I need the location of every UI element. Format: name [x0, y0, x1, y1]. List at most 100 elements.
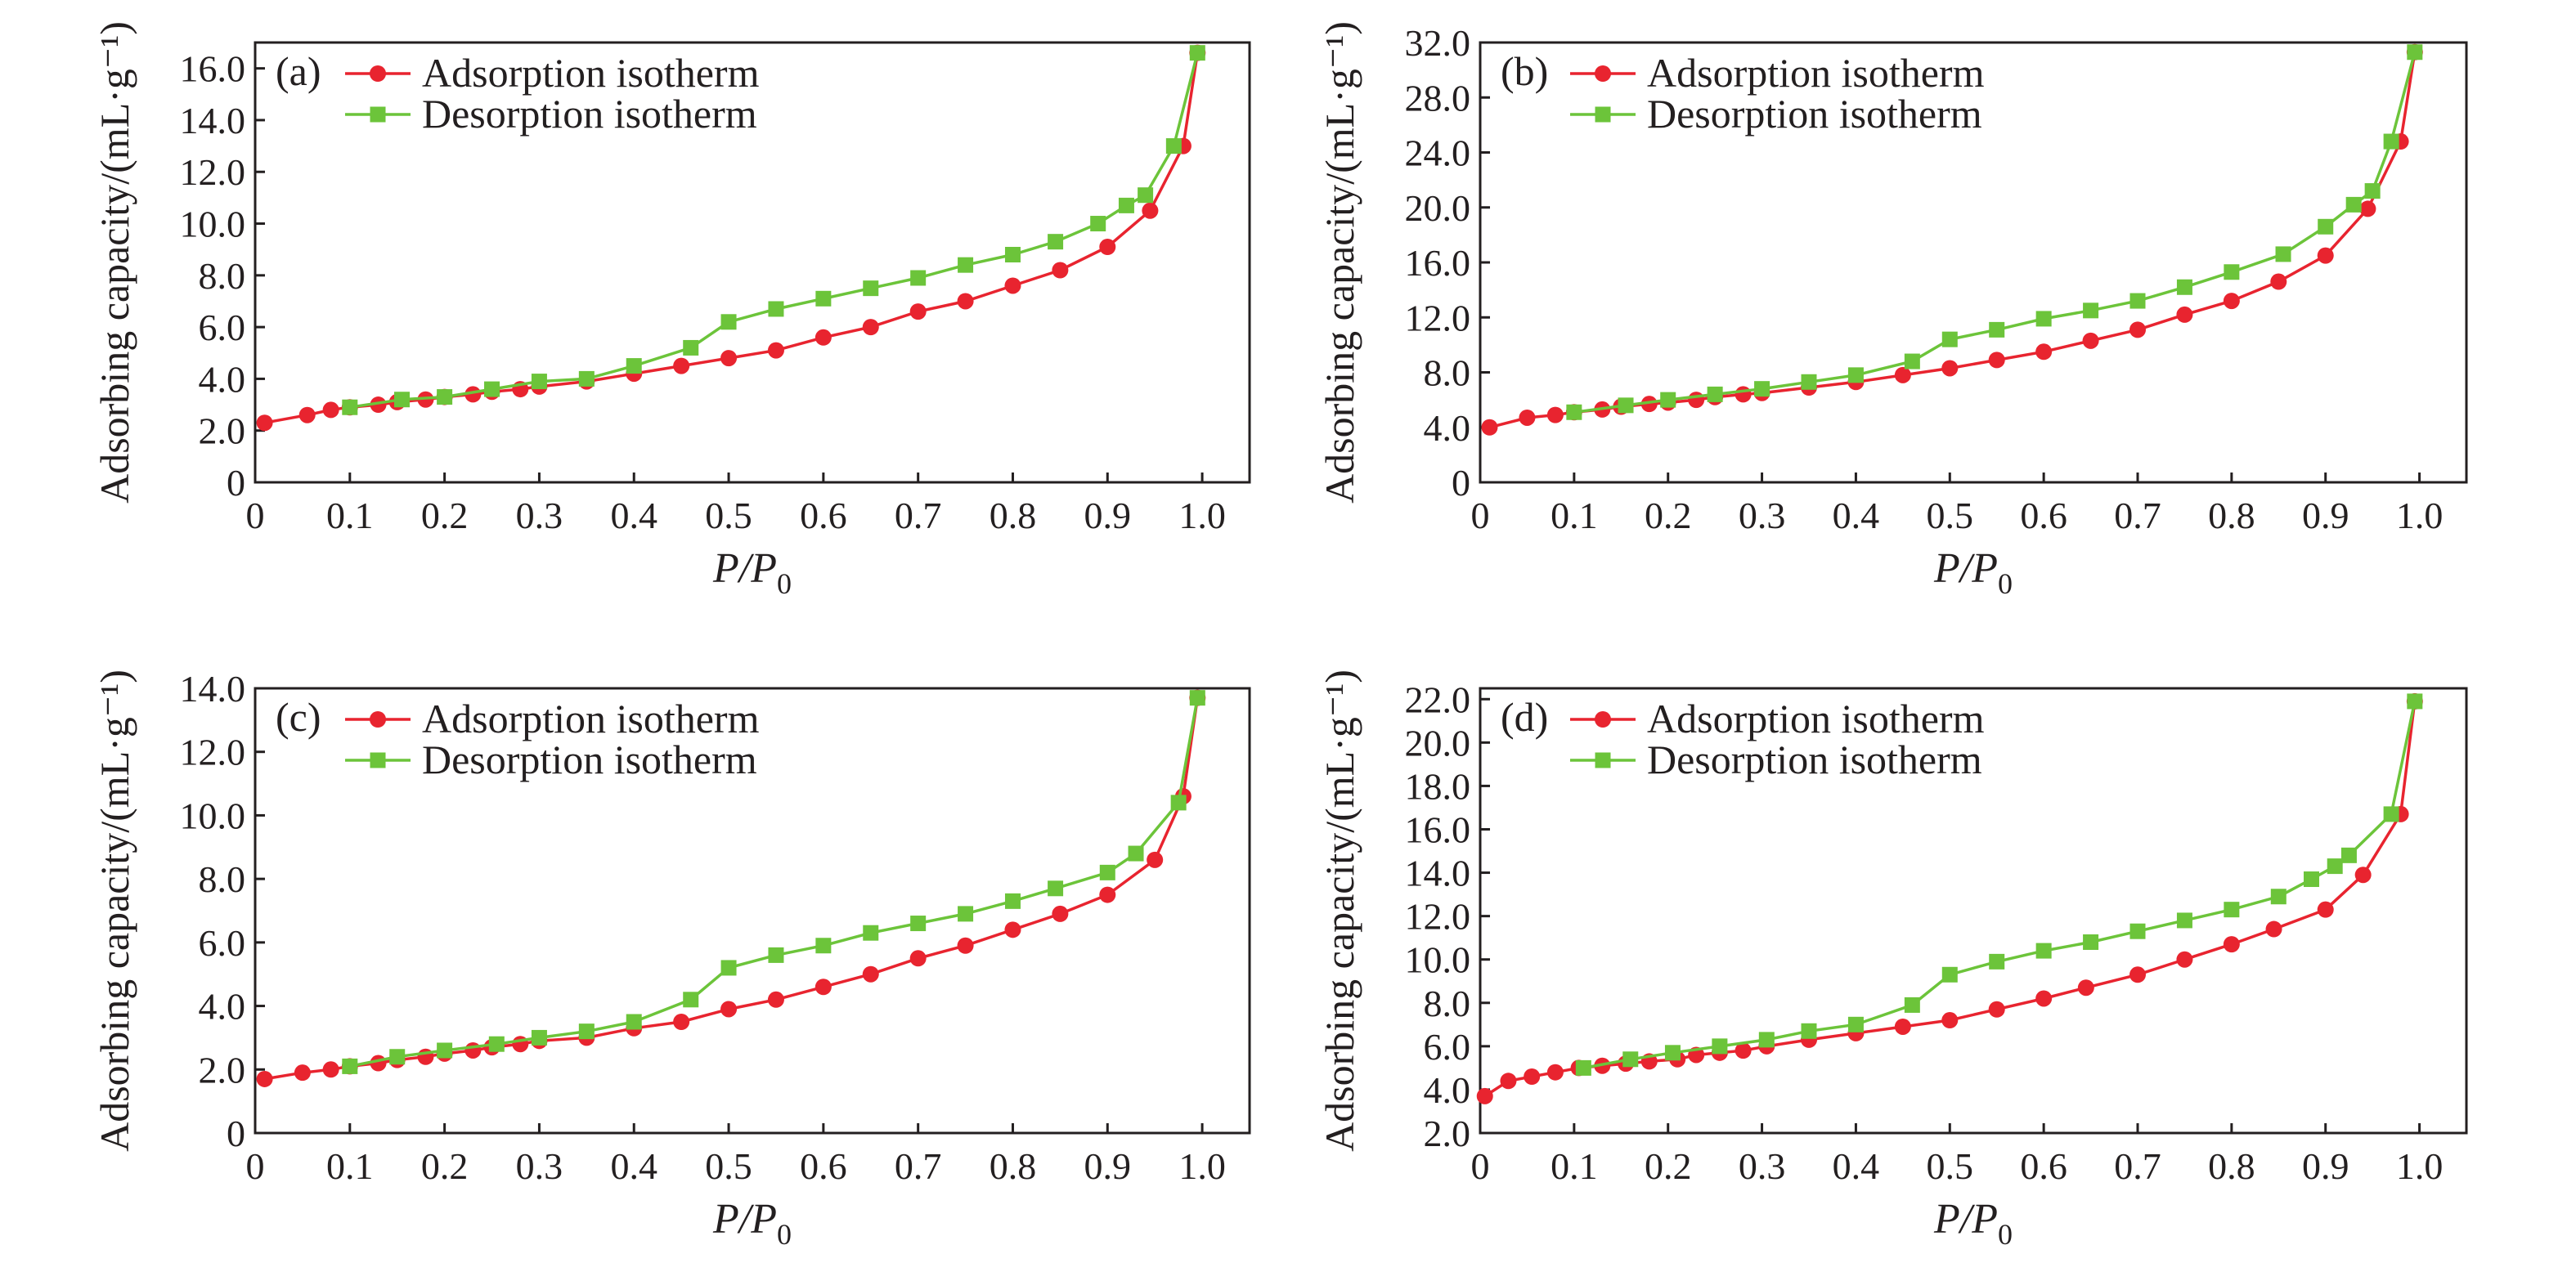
panel-d-desorption-point: [1622, 1051, 1639, 1068]
panel-b-legend-desorption-label: Desorption isotherm: [1647, 91, 1982, 137]
panel-b-y-tick-label: 12.0: [1405, 297, 1471, 338]
panel-b-adsorption-point: [2035, 343, 2053, 361]
panel-d-adsorption-point: [2176, 951, 2193, 968]
panel-b-y-axis-label: Adsorbing capacity/(mL·g⁻¹): [1317, 21, 1362, 504]
panel-d-x-tick-label: 1.0: [2396, 1145, 2444, 1187]
panel-c-desorption-point: [488, 1036, 505, 1052]
panel-c-x-axis-label: P/P0: [712, 1196, 792, 1251]
panel-d-y-tick-label: 8.0: [1424, 983, 1471, 1024]
panel-c-adsorption-point: [1099, 886, 1116, 903]
panel-a-legend-desorption-label: Desorption isotherm: [422, 91, 757, 137]
panel-c-y-tick-label: 4.0: [199, 986, 246, 1028]
panel-b-desorption-point: [2035, 311, 2052, 327]
panel-a-desorption-point: [863, 280, 879, 297]
panel-a-desorption-point: [910, 270, 927, 286]
panel-b-legend-desorption-marker: [1595, 106, 1611, 123]
panel-b-desorption-point: [1941, 331, 1958, 347]
panel-d: 0 0.1 0.2 0.3 0.4 0.5 0.6 0.7 0.8 0.9 1.0 2.04.06.0…: [1317, 670, 2468, 1251]
panel-d-desorption-point: [2035, 943, 2052, 959]
panel-a-adsorption-point: [1052, 262, 1069, 279]
panel-a-x-tick-label: 0.6: [800, 495, 847, 536]
panel-a-adsorption-point: [256, 414, 273, 432]
panel-b-x-axis-label: P/P0: [1933, 545, 2013, 600]
panel-a-x-tick-label: 0.7: [895, 495, 942, 536]
panel-a-y-tick-label: 12.0: [180, 151, 246, 193]
panel-c-adsorption-point: [673, 1014, 690, 1030]
panel-b-x-tick-label: 0.8: [2208, 495, 2255, 536]
panel-c-y-tick-label: 6.0: [199, 922, 246, 964]
panel-a-y-tick-label: 6.0: [199, 307, 246, 348]
panel-b-adsorption-point: [2082, 332, 2099, 349]
panel-d-y-tick-label: 10.0: [1405, 939, 1471, 981]
panel-a-desorption-point: [578, 370, 595, 387]
panel-a-desorption-point: [1189, 45, 1205, 61]
panel-c-desorption-point: [720, 960, 737, 976]
panel-d-legend-adsorption: Adsorption isotherm: [1570, 696, 1985, 741]
panel-c-y-tick-label: 14.0: [180, 668, 246, 710]
panel-c-y-tick-label: 2.0: [199, 1049, 246, 1091]
panel-a-desorption-point: [1118, 197, 1134, 213]
panel-d-y-tick-label: 12.0: [1405, 896, 1471, 938]
panel-a-legend-adsorption: Adsorption isotherm: [345, 50, 760, 96]
panel-b-adsorption-point: [2223, 293, 2240, 310]
panel-a-x-tick-label: 0.4: [610, 495, 657, 536]
panel-b-desorption-point: [2345, 196, 2362, 213]
panel-d-adsorption-point: [1941, 1012, 1959, 1029]
panel-c-desorption-point: [389, 1049, 406, 1065]
panel-d-x-tick-label: 0.1: [1551, 1145, 1598, 1187]
panel-d-legend-desorption: Desorption isotherm: [1570, 737, 1982, 782]
panel-b-y-tick-label: 8.0: [1424, 352, 1471, 394]
panel-b-adsorption-point: [1735, 386, 1752, 403]
panel-c-x-tick-label: 0.8: [990, 1145, 1037, 1187]
panel-b-y-tick-label: 24.0: [1405, 132, 1471, 174]
panel-d-plot-frame: [1479, 687, 2468, 1135]
panel-a-desorption-point: [1090, 216, 1106, 232]
panel-c-desorption-point: [683, 992, 699, 1008]
panel-d-desorption-point: [2176, 912, 2192, 929]
panel-d-adsorption-point: [1476, 1087, 1493, 1104]
panel-d-adsorption-point: [2035, 990, 2053, 1007]
panel-a-label: (a): [276, 48, 321, 94]
panel-c-adsorption-point: [909, 950, 927, 967]
panel-b-desorption-point: [2224, 264, 2240, 280]
panel-b-x-tick-label: 0.6: [2020, 495, 2067, 536]
panel-d-desorption-point: [2327, 858, 2343, 875]
panel-c-x-tick-label: 0: [246, 1145, 265, 1187]
panel-d-y-axis-label: Adsorbing capacity/(mL·g⁻¹): [1317, 670, 1362, 1152]
panel-c-desorption-point: [578, 1023, 595, 1040]
panel-d-desorption-point: [1904, 997, 1920, 1013]
panel-c-desorption-point: [1170, 795, 1187, 811]
panel-a-adsorption-point: [1004, 277, 1021, 294]
panel-d-x-tick-label: 0.6: [2020, 1145, 2067, 1187]
panel-a-desorption-point: [720, 314, 737, 330]
panel-b-legend-adsorption: Adsorption isotherm: [1570, 50, 1985, 96]
panel-d-y-tick-label: 6.0: [1424, 1026, 1471, 1068]
panel-a-adsorption-point: [1099, 239, 1116, 256]
panel-d-legend-adsorption-label: Adsorption isotherm: [1647, 696, 1985, 741]
panel-d-desorption-point: [1989, 953, 2005, 970]
panel-b-adsorption-point: [1481, 419, 1498, 436]
panel-c-x-tick-label: 0.4: [610, 1145, 657, 1187]
panel-a-desorption-point: [1004, 247, 1021, 263]
panel-d-adsorption-point: [1988, 1001, 2005, 1018]
panel-c-legend-adsorption-label: Adsorption isotherm: [422, 696, 760, 741]
panel-b-x-tick-label: 0.7: [2114, 495, 2161, 536]
panel-a-desorption-point: [342, 399, 358, 415]
panel-a-x-tick-label: 0.2: [421, 495, 469, 536]
panel-d-desorption-point: [1758, 1032, 1775, 1048]
panel-b-desorption-point: [1754, 381, 1770, 397]
panel-b: 0 0.1 0.2 0.3 0.4 0.5 0.6 0.7 0.8 0.9 1.0 0 4.0 8.0 12…: [1317, 21, 2468, 600]
panel-c-x-tick-label: 0.3: [516, 1145, 563, 1187]
panel-b-legend-adsorption-marker: [1595, 65, 1611, 82]
panel-a-adsorption-point: [673, 357, 690, 374]
panel-a-adsorption-point: [720, 350, 738, 367]
panel-b-adsorption-point: [1688, 392, 1705, 409]
panel-c-adsorption-point: [1052, 905, 1069, 922]
panel-a-adsorption-point: [815, 329, 832, 346]
panel-a-y-tick-label: 8.0: [199, 255, 246, 297]
panel-b-legend-adsorption-label: Adsorption isotherm: [1647, 50, 1985, 96]
panel-b-adsorption-point: [1546, 406, 1564, 423]
panel-d-desorption-point: [1575, 1059, 1591, 1076]
panel-d-desorption-point: [1801, 1023, 1817, 1039]
panel-d-y-tick-label: 20.0: [1405, 722, 1471, 764]
